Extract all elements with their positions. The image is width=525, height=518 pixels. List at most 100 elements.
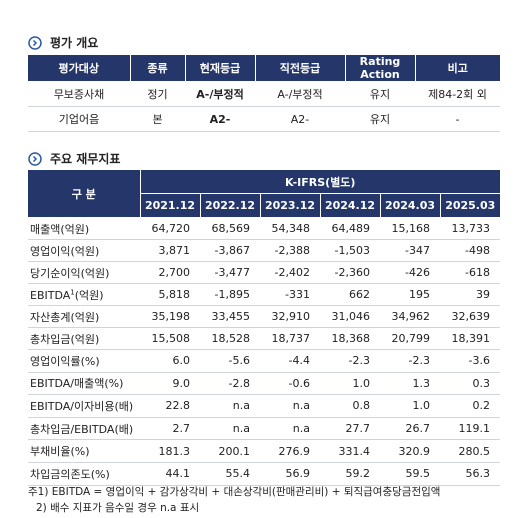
value-cell: -2,388 xyxy=(260,239,320,262)
table-row: EBITDA1(억원) 5,818 -1,895 -331 662 195 39 xyxy=(28,283,500,306)
table-row: 기업어음 본 A2- A2- 유지 - xyxy=(28,106,500,132)
row-label-suffix: (억원) xyxy=(74,288,104,302)
table-cell: A-/부정적 xyxy=(185,81,255,107)
financial-table: 구 분 K-IFRS(별도) 2021.12 2022.12 2023.12 2024… xyxy=(28,170,500,486)
value-cell: 55.4 xyxy=(200,462,260,486)
period-header: 2024.12 xyxy=(320,193,381,218)
value-cell: 280.5 xyxy=(440,439,500,463)
bullet-icon xyxy=(28,35,42,50)
row-label: 매출액(억원) xyxy=(28,217,140,240)
table-row: 차입금의존도(%) 44.1 55.4 56.9 59.2 59.5 56.3 xyxy=(28,462,500,486)
value-cell: 20,799 xyxy=(380,327,440,350)
value-cell: -5.6 xyxy=(200,349,260,373)
row-label-text: 영업이익률(%) xyxy=(30,354,100,368)
value-cell: 119.1 xyxy=(440,417,500,441)
value-cell: -2.3 xyxy=(320,349,380,373)
column-header: 비고 xyxy=(415,55,500,82)
table-cell: 기업어음 xyxy=(28,106,130,132)
column-header: 종류 xyxy=(130,55,186,82)
value-cell: 5,818 xyxy=(140,283,200,306)
value-cell: 22.8 xyxy=(140,394,200,418)
row-label: 차입금의존도(%) xyxy=(28,462,140,486)
value-cell: 18,368 xyxy=(320,327,380,350)
table-row: 총차입금/EBITDA(배) 2.7 n.a n.a 27.7 26.7 119.1 xyxy=(28,417,500,441)
value-cell: 59.2 xyxy=(320,462,380,486)
row-label: EBITDA/이자비용(배) xyxy=(28,394,140,418)
value-cell: 181.3 xyxy=(140,439,200,463)
bullet-icon xyxy=(28,151,42,166)
row-label-text: EBITDA xyxy=(30,288,71,302)
value-cell: 32,639 xyxy=(440,305,500,328)
value-cell: 56.9 xyxy=(260,462,320,486)
value-cell: 34,962 xyxy=(380,305,440,328)
value-cell: 662 xyxy=(320,283,380,306)
value-cell: -2,360 xyxy=(320,261,380,284)
table-cell: A2- xyxy=(185,106,255,132)
table-row: 부채비율(%) 181.3 200.1 276.9 331.4 320.9 280.5 xyxy=(28,439,500,463)
row-label: EBITDA/매출액(%) xyxy=(28,372,140,396)
value-cell: n.a xyxy=(200,394,260,418)
row-label-text: 당기순이익(억원) xyxy=(30,266,110,280)
row-label: 부채비율(%) xyxy=(28,439,140,463)
value-cell: 320.9 xyxy=(380,439,440,463)
value-cell: 13,733 xyxy=(440,217,500,240)
header-row: 구 분 K-IFRS(별도) xyxy=(28,170,500,218)
table-row: 영업이익률(%) 6.0 -5.6 -4.4 -2.3 -2.3 -3.6 xyxy=(28,349,500,373)
period-header: 2023.12 xyxy=(260,193,321,218)
value-cell: 18,737 xyxy=(260,327,320,350)
value-cell: 54,348 xyxy=(260,217,320,240)
value-cell: 1.0 xyxy=(380,394,440,418)
column-header: 직전등급 xyxy=(255,55,346,82)
row-label-text: EBITDA/매출액(%) xyxy=(30,377,124,391)
value-cell: 18,391 xyxy=(440,327,500,350)
value-cell: 64,720 xyxy=(140,217,200,240)
table-cell: A-/부정적 xyxy=(255,81,345,107)
column-header: 평가대상 xyxy=(28,55,131,82)
value-cell: 15,508 xyxy=(140,327,200,350)
value-cell: 2.7 xyxy=(140,417,200,441)
value-cell: 6.0 xyxy=(140,349,200,373)
value-cell: 18,528 xyxy=(200,327,260,350)
value-cell: 276.9 xyxy=(260,439,320,463)
value-cell: 27.7 xyxy=(320,417,380,441)
section-heading: 주요 재무지표 xyxy=(28,150,120,167)
footnote: 주1) EBITDA = 영업이익 + 감가상각비 + 대손상각비(판매관리비)… xyxy=(28,486,441,498)
column-header: Rating Action xyxy=(345,55,416,82)
value-cell: n.a xyxy=(260,394,320,418)
value-cell: -2.8 xyxy=(200,372,260,396)
table-row: 영업이익(억원) 3,871 -3,867 -2,388 -1,503 -347 -498 xyxy=(28,239,500,262)
footnote: 2) 배수 지표가 음수일 경우 n.a 표시 xyxy=(36,502,200,514)
value-cell: -0.6 xyxy=(260,372,320,396)
value-cell: 31,046 xyxy=(320,305,380,328)
table-cell: 유지 xyxy=(345,106,415,132)
value-cell: 33,455 xyxy=(200,305,260,328)
value-cell: -2,402 xyxy=(260,261,320,284)
value-cell: 39 xyxy=(440,283,500,306)
period-row: 2021.12 2022.12 2023.12 2024.12 2024.03 2025.… xyxy=(28,193,500,218)
row-label-text: 부채비율(%) xyxy=(30,445,90,459)
row-label: 총차입금/EBITDA(배) xyxy=(28,417,140,441)
value-cell: 59.5 xyxy=(380,462,440,486)
row-label-text: 자산총계(억원) xyxy=(30,310,100,324)
period-header: 2022.12 xyxy=(200,193,261,218)
table-row: 무보증사채 정기 A-/부정적 A-/부정적 유지 제84-2회 외 xyxy=(28,81,500,107)
label-header: 구 분 xyxy=(28,170,141,218)
value-cell: 56.3 xyxy=(440,462,500,486)
row-label-text: 총차입금/EBITDA(배) xyxy=(30,422,134,436)
value-cell: -426 xyxy=(380,261,440,284)
section-title: 주요 재무지표 xyxy=(50,152,121,166)
row-label-text: 차입금의존도(%) xyxy=(30,467,110,481)
value-cell: 0.3 xyxy=(440,372,500,396)
overview-table: 평가대상 종류 현재등급 직전등급 Rating Action 비고 무보증사채 정기 A-/… xyxy=(28,55,500,132)
value-cell: -1,895 xyxy=(200,283,260,306)
value-cell: 200.1 xyxy=(200,439,260,463)
value-cell: -1,503 xyxy=(320,239,380,262)
column-header: 현재등급 xyxy=(185,55,256,82)
table-cell: 무보증사채 xyxy=(28,81,130,107)
table-row: 자산총계(억원) 35,198 33,455 32,910 31,046 34,962 32… xyxy=(28,305,500,328)
value-cell: 9.0 xyxy=(140,372,200,396)
row-label: 영업이익률(%) xyxy=(28,349,140,373)
section-heading: 평가 개요 xyxy=(28,34,98,51)
table-row: 당기순이익(억원) 2,700 -3,477 -2,402 -2,360 -426 -618 xyxy=(28,261,500,284)
value-cell: n.a xyxy=(200,417,260,441)
